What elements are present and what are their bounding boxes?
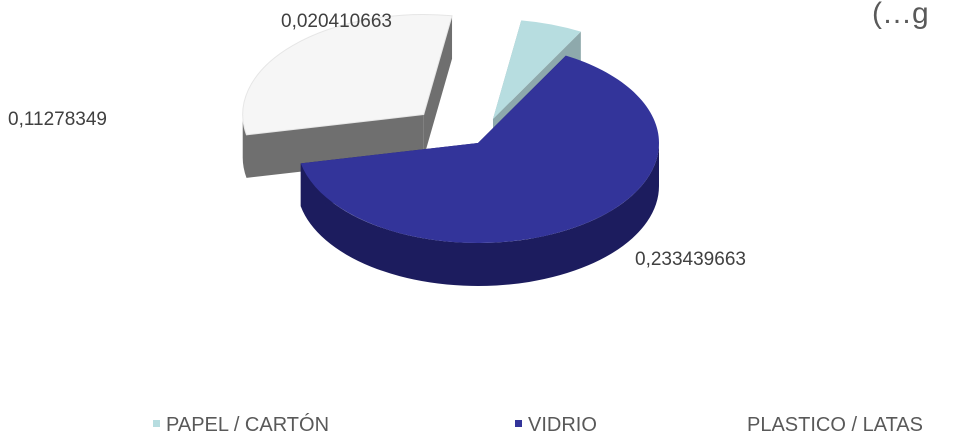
legend-item-papel-carton: PAPEL / CARTÓN: [153, 414, 329, 437]
slice-top-papel-carton: [492, 20, 581, 120]
data-label-papel-carton: 0,020410663: [281, 11, 392, 32]
slice-wall-plastico-latas: [242, 114, 247, 178]
legend-marker-vidrio: [515, 420, 522, 428]
legend-item-vidrio: VIDRIO: [515, 414, 597, 437]
slice-top-vidrio: [300, 55, 659, 243]
data-label-plastico-latas: 0,11278349: [8, 109, 107, 130]
legend: PAPEL / CARTÓN VIDRIO PLASTICO / LATAS: [0, 414, 964, 441]
data-labels: 0,020410663 0,233439663 0,11278349: [8, 11, 746, 270]
slice-face-plastico-latas-1: [423, 15, 453, 158]
legend-label-vidrio: VIDRIO: [528, 414, 597, 436]
chart-title-fragment: (…g: [872, 0, 929, 30]
slice-top-plastico-latas: [242, 14, 453, 136]
legend-marker-papel-carton: [153, 420, 160, 428]
pie-slices: [242, 14, 659, 287]
legend-label-papel-carton: PAPEL / CARTÓN: [166, 414, 330, 436]
slice-vidrio: [300, 55, 659, 287]
data-label-vidrio: 0,233439663: [635, 249, 746, 270]
legend-marker-plastico-latas: [734, 420, 741, 427]
legend-label-plastico-latas: PLASTICO / LATAS: [747, 414, 923, 436]
legend-item-plastico-latas: PLASTICO / LATAS: [734, 414, 923, 437]
slice-wall-vidrio: [300, 143, 659, 287]
